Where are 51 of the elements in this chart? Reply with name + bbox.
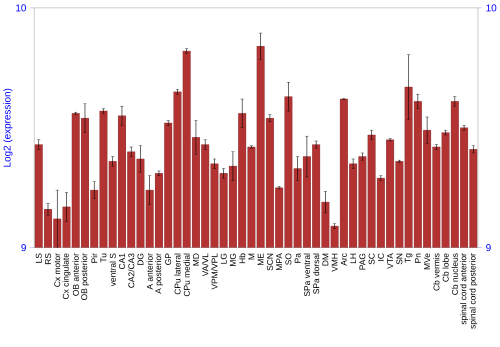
x-tick-label: LH (350, 254, 356, 264)
x-tick-label: Pn (414, 254, 421, 263)
x-tick-label: Cb lobe (442, 254, 449, 282)
x-tick-label: Cb nucleus (452, 254, 458, 295)
x-tick-label: MD (193, 254, 199, 266)
x-tick-label: DM (322, 254, 328, 266)
x-tick-label: PAG (359, 254, 366, 270)
x-tick-label: GP (165, 254, 172, 265)
x-tick-label: IC (378, 254, 384, 261)
x-tick-label: SN (396, 254, 402, 265)
y2-tick-label: 9 (486, 244, 491, 252)
x-tick-label: SPa ventral (304, 254, 310, 296)
x-tick-label: LS (36, 254, 42, 263)
x-tick-label: A posterior (155, 253, 163, 294)
x-tick-label: OB anterior (72, 253, 79, 296)
x-tick-label: DG (137, 254, 144, 266)
x-tick-label: spinal cord anterior (460, 253, 468, 325)
x-tick-label: Hb (239, 254, 246, 264)
x-tick-label: CPu medial (184, 254, 190, 296)
y2-tick-label: 10 (486, 4, 496, 12)
x-tick-label: CA1 (118, 254, 125, 270)
x-tick-label: OB posterior (81, 253, 89, 300)
x-tick-label: RS (45, 254, 51, 264)
x-tick-label: ME (258, 254, 264, 266)
x-tick-label: CA2/CA3 (128, 254, 134, 288)
x-tick-label: Arc (340, 253, 347, 266)
x-tick-label: Cx motor (54, 253, 60, 287)
x-tick-label: Cb vermis (433, 254, 440, 291)
x-tick-label: spinal cord posterior (469, 253, 478, 329)
x-tick-label: Pa (294, 253, 301, 263)
x-tick-label: ventral S (110, 254, 116, 286)
x-tick-label: LG (220, 254, 227, 264)
x-tick-label: VPM/VPL (211, 253, 218, 290)
x-tick-label: SPa dorsal (313, 254, 320, 294)
x-tick-label: SCN (266, 254, 273, 271)
x-tick-label: CPu lateral (174, 254, 181, 294)
x-tick-label: M (248, 254, 254, 260)
x-tick-label: Tu (100, 254, 106, 263)
x-tick-label: MG (230, 254, 236, 266)
x-tick-label: SC (368, 254, 375, 265)
x-tick-label: Cx cingulate (62, 254, 70, 300)
y-axis-title: Log2 (expression) (3, 88, 13, 167)
x-tick-label: VA/VL (202, 253, 208, 276)
x-tick-label: MVe (424, 254, 430, 270)
x-tick-label: Tg (404, 254, 412, 263)
x-tick-label: VTA (387, 253, 394, 269)
x-tick-label: A anterior (146, 253, 153, 290)
x-tick-label: Pir (91, 253, 98, 263)
x-tick-label: SO (285, 254, 292, 265)
x-tick-label: MPA (276, 253, 282, 270)
x-tick-label: VMH (332, 254, 338, 272)
